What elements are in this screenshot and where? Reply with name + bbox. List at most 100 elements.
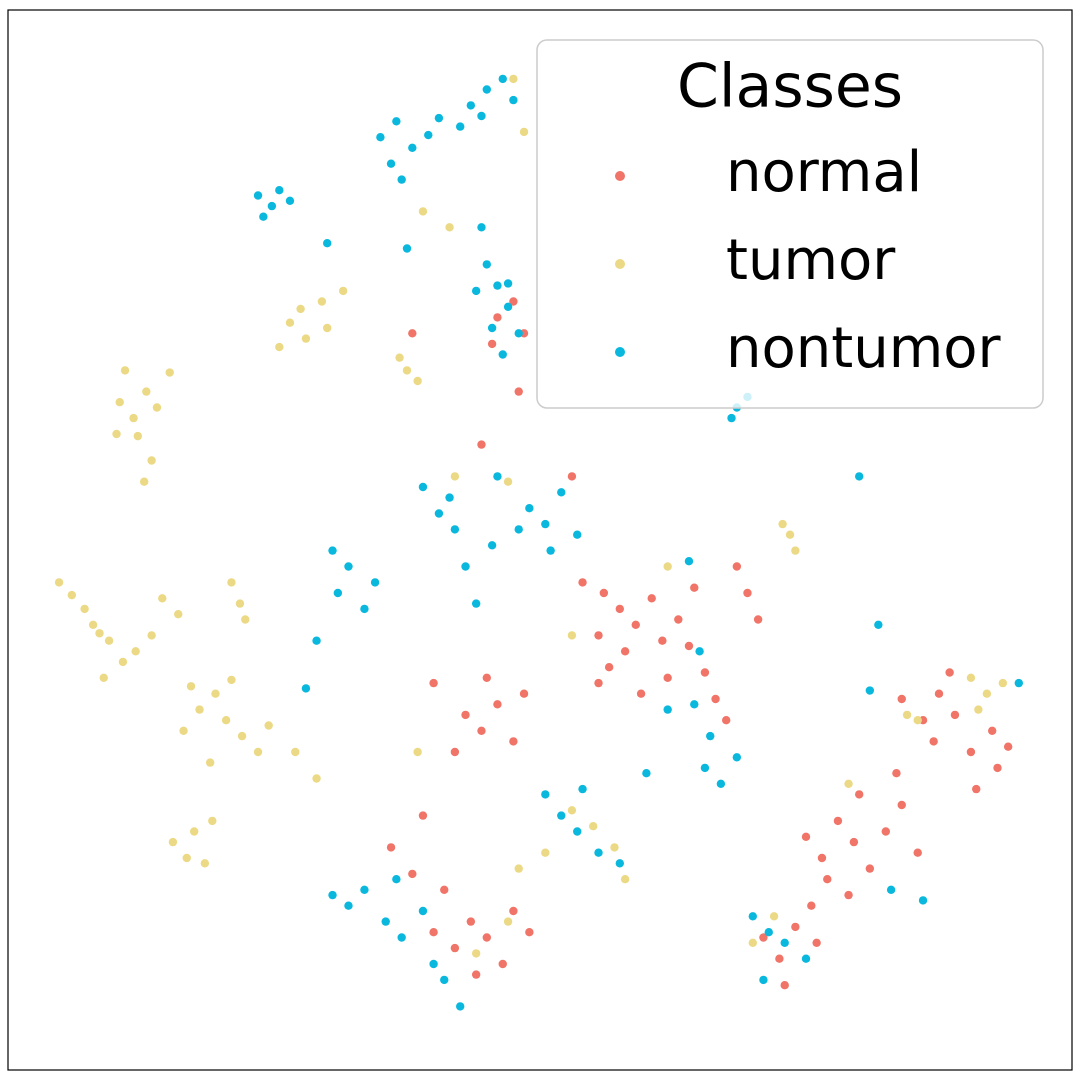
point	[695, 647, 704, 656]
point	[477, 223, 486, 232]
point	[241, 615, 250, 624]
point	[573, 827, 582, 836]
point	[450, 472, 460, 481]
point	[466, 101, 476, 110]
legend-title: Classes	[677, 52, 903, 122]
point	[759, 933, 768, 942]
point	[456, 122, 465, 131]
point	[716, 779, 726, 788]
legend-marker	[615, 347, 625, 357]
point	[636, 689, 646, 698]
point	[402, 366, 412, 375]
point	[998, 678, 1008, 688]
point	[200, 859, 210, 868]
point	[158, 594, 167, 603]
point	[445, 223, 454, 232]
point	[775, 954, 784, 963]
point	[647, 594, 656, 603]
point	[778, 519, 787, 529]
point	[929, 737, 938, 746]
point	[120, 366, 130, 375]
point	[498, 350, 507, 359]
point	[727, 413, 736, 423]
point	[328, 546, 337, 555]
point	[620, 875, 630, 884]
point	[253, 747, 263, 757]
point	[541, 519, 550, 529]
point	[663, 562, 672, 571]
legend-label: nontumor	[726, 316, 1002, 381]
point	[594, 631, 603, 640]
point	[482, 673, 491, 682]
point	[397, 175, 406, 184]
point	[360, 604, 369, 614]
point	[509, 95, 518, 105]
point	[615, 859, 624, 868]
point	[133, 431, 143, 441]
point	[493, 281, 502, 290]
point	[237, 731, 247, 741]
point	[482, 260, 491, 269]
point	[514, 329, 523, 338]
point	[482, 85, 491, 94]
point	[519, 127, 529, 137]
point	[498, 74, 507, 84]
point	[267, 201, 277, 211]
point	[514, 864, 523, 873]
point	[503, 302, 513, 311]
point	[642, 769, 651, 778]
point	[874, 620, 883, 629]
point	[54, 578, 64, 587]
point	[722, 716, 731, 725]
point	[1003, 742, 1013, 751]
point	[514, 525, 523, 534]
point	[519, 689, 529, 698]
point	[966, 673, 976, 682]
point	[112, 429, 121, 439]
point	[509, 74, 518, 84]
point	[115, 398, 124, 407]
point	[418, 207, 428, 216]
point	[482, 933, 491, 942]
point	[913, 848, 922, 857]
point	[296, 304, 305, 314]
legend-marker	[615, 171, 625, 181]
point	[386, 843, 396, 852]
point	[259, 212, 268, 221]
point	[450, 943, 460, 953]
point	[594, 678, 603, 688]
point	[264, 721, 273, 730]
point	[557, 811, 566, 820]
point	[769, 912, 779, 921]
point	[205, 758, 215, 767]
point	[402, 244, 412, 253]
point	[525, 504, 534, 513]
point	[461, 562, 470, 571]
point	[168, 837, 178, 847]
point	[471, 599, 481, 608]
point	[147, 456, 156, 465]
point	[360, 885, 369, 894]
point	[780, 938, 789, 947]
point	[104, 636, 114, 645]
point	[690, 700, 699, 709]
point	[503, 477, 513, 486]
point	[684, 557, 694, 566]
point	[732, 562, 742, 571]
point	[886, 885, 896, 894]
point	[567, 472, 577, 481]
point	[759, 975, 768, 985]
point	[604, 663, 614, 672]
point	[221, 716, 231, 725]
point	[471, 286, 481, 296]
point	[80, 604, 89, 614]
point	[152, 403, 162, 412]
point	[514, 387, 523, 396]
point	[557, 488, 566, 497]
point	[902, 710, 912, 720]
point	[578, 578, 587, 587]
point	[785, 530, 795, 539]
point	[434, 113, 444, 123]
point	[855, 790, 864, 799]
point	[381, 917, 390, 926]
